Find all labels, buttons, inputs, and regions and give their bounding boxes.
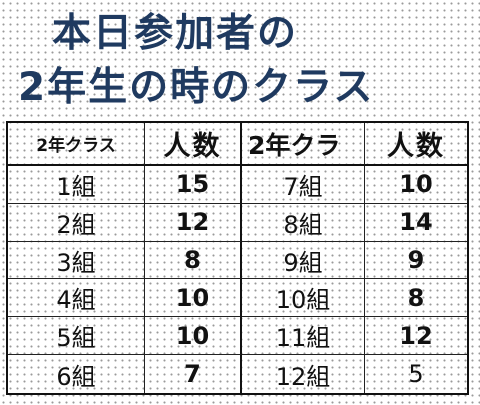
count-a-cell: 8 — [145, 241, 242, 280]
class-b-cell: 8組 — [242, 203, 365, 242]
count-a-cell: 10 — [145, 317, 242, 356]
count-a-cell: 10 — [145, 279, 242, 318]
count-b-cell: 5 — [408, 360, 424, 389]
count-b-cell: 10 — [365, 166, 467, 204]
count-b-cell: 12 — [365, 317, 467, 356]
class-b-cell: 7組 — [242, 166, 365, 204]
class-a-cell: 2組 — [8, 203, 145, 242]
class-a-cell: 1組 — [8, 166, 145, 204]
count-a-cell: 12 — [145, 203, 242, 242]
header-count-a: 人数 — [145, 123, 242, 166]
header-class-a: 2年クラス — [8, 123, 145, 166]
class-a-cell: 5組 — [8, 317, 145, 356]
class-b-cell: 10組 — [242, 279, 365, 318]
header-count-b: 人数 — [365, 123, 467, 166]
title-line-2: 2年生の時のクラス — [18, 65, 375, 110]
class-a-cell: 6組 — [8, 355, 145, 393]
class-a-cell: 3組 — [8, 241, 145, 280]
count-b-cell: 9 — [365, 242, 467, 280]
title-line-1: 本日参加者の — [52, 11, 299, 56]
class-b-cell: 12組 — [242, 355, 365, 393]
count-b-cell: 8 — [365, 279, 467, 318]
count-b-cell: 14 — [365, 204, 467, 242]
header-class-b: 2年クラ — [242, 123, 365, 166]
class-b-cell: 9組 — [242, 241, 365, 280]
count-a-cell: 7 — [145, 355, 242, 393]
class-b-cell: 11組 — [242, 317, 365, 356]
class-count-table: 2年クラス 人数 2年クラ 人数 1組 15 7組 10 2組 12 8組 14… — [6, 121, 469, 395]
class-a-cell: 4組 — [8, 279, 145, 318]
count-a-cell: 15 — [145, 166, 242, 204]
